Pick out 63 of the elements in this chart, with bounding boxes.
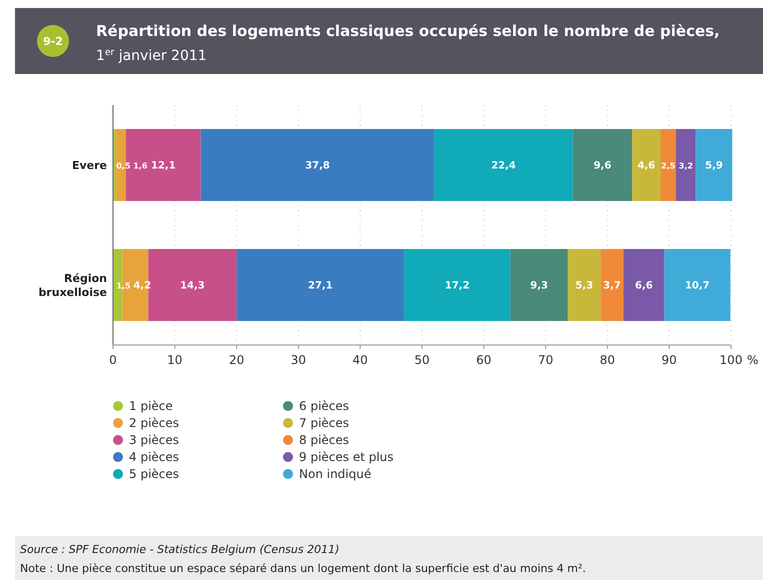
bar [434,129,573,201]
data-label: 1,6 [133,162,148,170]
bar [200,129,434,201]
legend-label: 9 pièces et plus [299,450,394,464]
data-label: 37,8 [305,160,330,172]
data-label: 9,6 [594,160,612,172]
data-label: 3,2 [678,162,693,170]
chart-title: Répartition des logements classiques occupés selon le nombre de pièces, [96,22,720,40]
bar [600,249,624,321]
data-label: 12,1 [151,160,176,172]
text: 9-2 [43,35,63,48]
x-axis-title: % [747,353,758,367]
x-tick-label: 20 [228,353,244,367]
chart-subtitle: 1$^{er}$ janvier 2011 [96,48,207,64]
legend-label: Non indiqué [299,467,372,481]
bar [664,249,730,321]
data-label: 0,5 [116,162,131,170]
data-label: 27,1 [308,280,333,292]
x-tick-label: 80 [600,353,616,367]
legend-label: 4 pièces [129,450,180,464]
bar [623,249,664,321]
bar [568,249,601,321]
x-tick-label: 100 [720,353,742,367]
data-label: 17,2 [444,280,470,292]
data-label: 2,5 [661,162,676,170]
data-label: 5,9 [705,160,723,172]
data-label: 4,2 [133,280,152,292]
data-label: 4,6 [637,160,656,172]
x-tick-label: 90 [662,353,677,367]
bar [676,129,696,201]
legend-label: 8 pièces [299,433,350,447]
source-note: Source : SPF Economie - Statistics Belgium (Census 2011) [20,543,340,556]
y-tick-label: Région bruxelloise [38,272,107,299]
bar [660,129,676,201]
data-label: 22,4 [491,160,516,172]
x-tick-label: 60 [476,353,492,367]
x-tick-label: 50 [414,353,430,367]
data-label: 10,7 [684,280,710,292]
bar [236,249,404,321]
legend-label: 1 pièce [129,399,173,413]
legend-label: 7 pièces [299,416,350,430]
legend-label: 5 pièces [129,467,180,481]
y-tick-label: Evere [72,159,107,172]
bar [572,129,632,201]
x-tick-label: 10 [167,353,182,367]
data-label: 14,3 [180,280,205,292]
data-label: 3,7 [603,280,621,292]
x-tick-label: 30 [290,353,306,367]
bar [404,249,510,321]
legend-label: 2 pièces [129,416,180,430]
data-label: 6,6 [635,280,653,292]
bar [632,129,661,201]
legend-label: 3 pièces [129,433,180,447]
data-label: 9,3 [530,280,548,292]
text: Note : Une pièce constitue un espace séparé dans un logement dont la superficie est d'au moins 4 m². [20,562,586,575]
bar [510,249,568,321]
x-tick-label: 0 [109,353,117,367]
x-tick-label: 70 [538,353,554,367]
x-tick-label: 40 [352,353,368,367]
data-label: 1,5 [116,282,131,290]
data-label: 5,3 [575,280,594,292]
legend-label: 6 pièces [299,399,350,413]
bar [696,129,732,201]
